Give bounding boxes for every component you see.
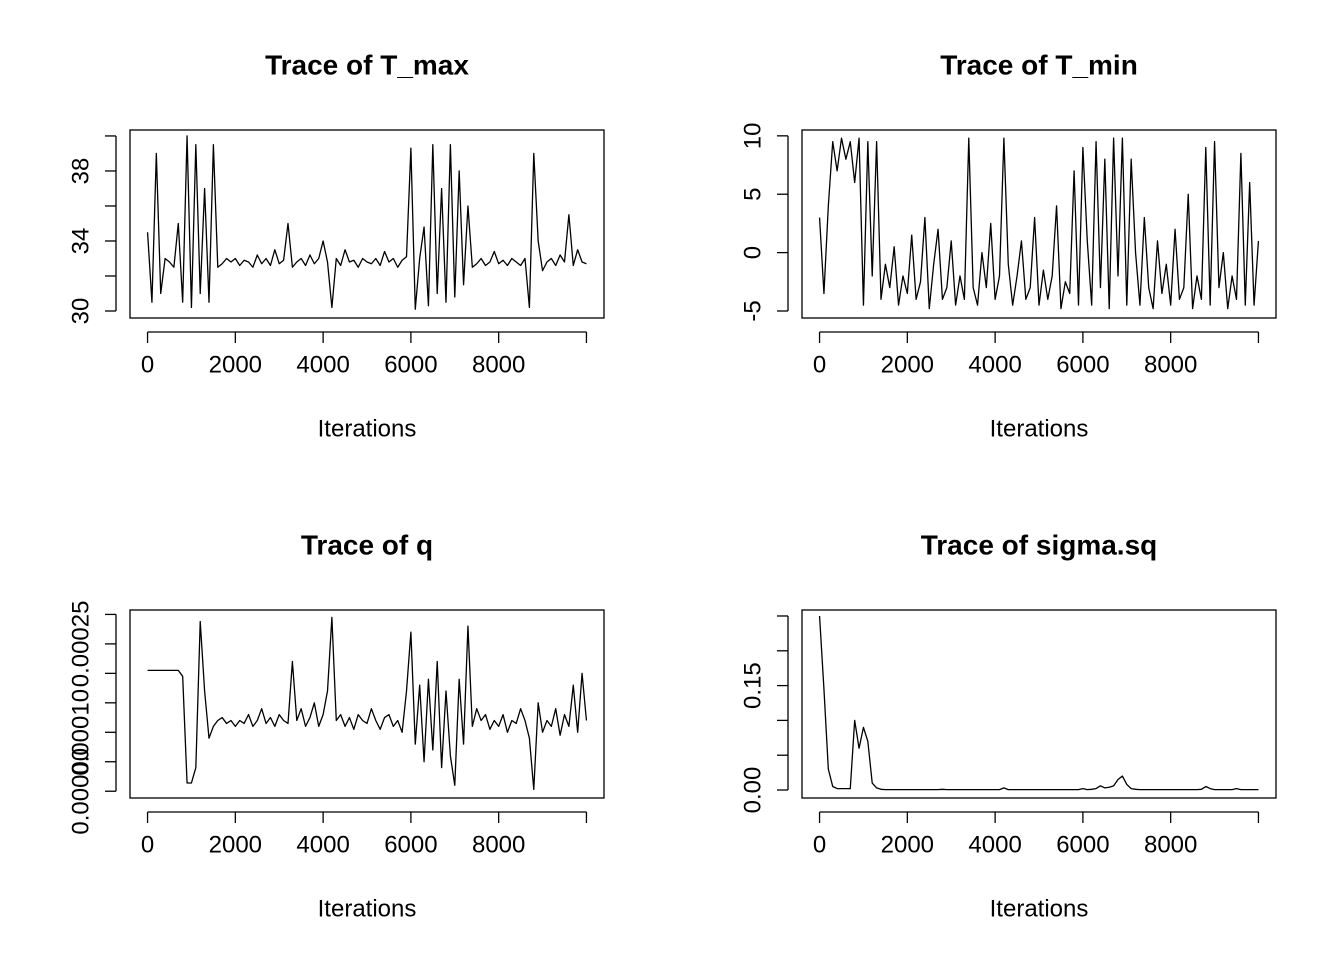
x-tick-label: 0 — [141, 351, 154, 378]
panel: Trace of T_min Iterations 0 2000 4000 6000 800… — [739, 49, 1277, 442]
y-tick-label: 0.00025 — [67, 601, 94, 688]
trace-line — [147, 616, 588, 791]
x-tick-label: 8000 — [1144, 351, 1197, 378]
x-axis-label: Iterations — [318, 895, 417, 922]
x-tick-label: 4000 — [296, 831, 349, 858]
y-tick-label: 38 — [67, 158, 94, 185]
y-tick-label: 5 — [739, 188, 766, 201]
panel-title: Trace of T_min — [940, 49, 1138, 80]
trace-line — [146, 135, 587, 310]
y-tick-label: 34 — [67, 228, 94, 255]
x-axis-label: Iterations — [990, 895, 1089, 922]
x-tick-label: 0 — [813, 831, 826, 858]
y-tick-label: 0.00000 — [67, 748, 94, 835]
y-tick-label: -5 — [739, 300, 766, 321]
y-tick-label: 10 — [739, 122, 766, 149]
plot-box — [801, 129, 1277, 319]
x-tick-label: 6000 — [384, 351, 437, 378]
x-tick-label: 2000 — [881, 831, 934, 858]
panel-title: Trace of q — [301, 529, 433, 560]
y-tick-label: 0.00 — [739, 767, 766, 814]
plot-box — [129, 129, 605, 319]
x-tick-label: 8000 — [472, 831, 525, 858]
panel-title: Trace of sigma.sq — [921, 529, 1158, 560]
x-tick-label: 6000 — [1056, 351, 1109, 378]
y-tick-label: 30 — [67, 298, 94, 325]
x-tick-label: 6000 — [1056, 831, 1109, 858]
panel-title: Trace of T_max — [265, 49, 469, 80]
x-axis-label: Iterations — [990, 415, 1089, 442]
x-tick-label: 6000 — [384, 831, 437, 858]
trace-line — [818, 137, 1260, 310]
panel: Trace of T_max Iterations 0 2000 4000 6000 800… — [67, 49, 605, 442]
panel: Trace of sigma.sq Iterations 0 2000 4000 6000… — [739, 529, 1277, 922]
x-axis-label: Iterations — [318, 415, 417, 442]
trace-line — [818, 615, 1259, 791]
y-tick-label: 0.00010 — [67, 689, 94, 776]
y-tick-label: 0.15 — [739, 662, 766, 709]
x-tick-label: 2000 — [209, 831, 262, 858]
x-tick-label: 4000 — [296, 351, 349, 378]
x-tick-label: 2000 — [881, 351, 934, 378]
x-tick-label: 2000 — [209, 351, 262, 378]
x-tick-label: 8000 — [472, 351, 525, 378]
x-tick-label: 4000 — [968, 351, 1021, 378]
x-tick-label: 4000 — [968, 831, 1021, 858]
panel: Trace of q Iterations 0 2000 4000 6000 8000 0.0… — [67, 529, 605, 922]
x-tick-label: 8000 — [1144, 831, 1197, 858]
x-tick-label: 0 — [813, 351, 826, 378]
plot-box — [129, 609, 605, 799]
y-tick-label: 0 — [739, 246, 766, 259]
plot-box — [801, 609, 1277, 799]
x-tick-label: 0 — [141, 831, 154, 858]
